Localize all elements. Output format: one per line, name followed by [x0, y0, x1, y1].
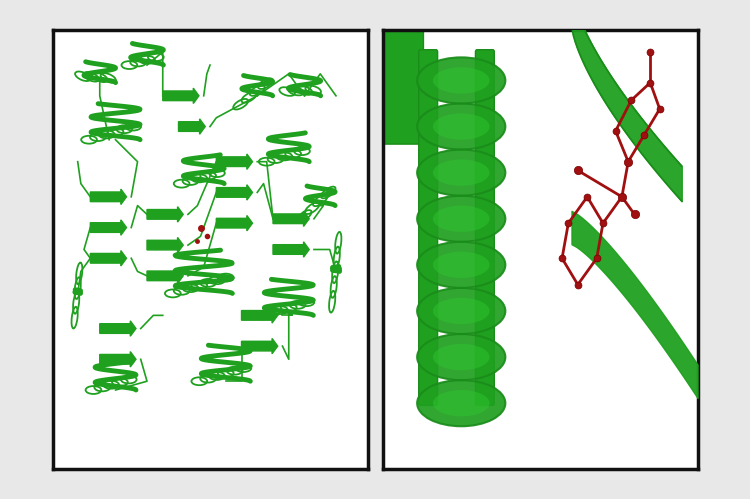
Ellipse shape: [417, 288, 506, 334]
FancyArrow shape: [147, 238, 183, 253]
Ellipse shape: [417, 103, 506, 150]
FancyArrow shape: [100, 321, 136, 336]
FancyArrow shape: [90, 250, 127, 266]
Ellipse shape: [433, 206, 490, 232]
Ellipse shape: [433, 67, 490, 94]
FancyArrow shape: [100, 352, 136, 367]
Ellipse shape: [417, 242, 506, 288]
Ellipse shape: [417, 380, 506, 426]
Ellipse shape: [433, 390, 490, 416]
FancyBboxPatch shape: [476, 50, 494, 405]
FancyArrow shape: [216, 216, 253, 231]
Ellipse shape: [417, 57, 506, 103]
FancyArrow shape: [242, 308, 278, 323]
FancyArrow shape: [273, 211, 309, 227]
Ellipse shape: [417, 150, 506, 196]
FancyArrow shape: [216, 154, 253, 169]
Ellipse shape: [433, 344, 490, 370]
Ellipse shape: [433, 298, 490, 324]
Ellipse shape: [417, 334, 506, 380]
FancyArrow shape: [163, 88, 199, 103]
Ellipse shape: [433, 160, 490, 186]
FancyArrow shape: [90, 220, 127, 235]
FancyArrow shape: [178, 119, 206, 134]
Ellipse shape: [433, 113, 490, 140]
FancyArrow shape: [147, 268, 183, 283]
FancyBboxPatch shape: [419, 50, 438, 405]
FancyArrow shape: [273, 242, 309, 257]
FancyArrow shape: [242, 338, 278, 354]
FancyArrow shape: [90, 189, 127, 205]
Ellipse shape: [433, 251, 490, 278]
FancyBboxPatch shape: [380, 0, 424, 144]
Ellipse shape: [417, 196, 506, 242]
FancyArrow shape: [216, 185, 253, 200]
FancyArrow shape: [147, 207, 183, 222]
